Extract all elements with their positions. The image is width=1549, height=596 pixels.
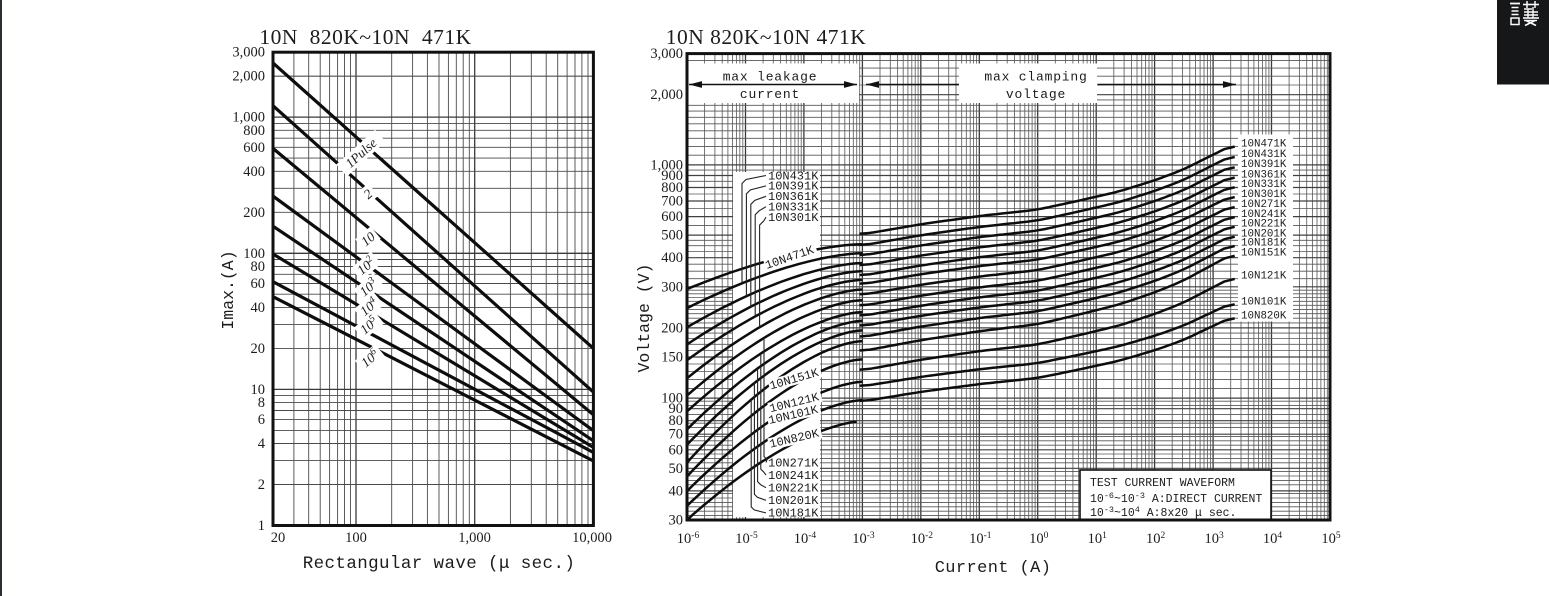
svg-text:10N121K: 10N121K (1241, 271, 1287, 283)
svg-text:10N181K: 10N181K (768, 507, 819, 521)
svg-text:Imax.(A): Imax.(A) (219, 250, 238, 329)
svg-text:10N241K: 10N241K (768, 469, 819, 483)
svg-text:1,000: 1,000 (650, 157, 683, 173)
svg-text:10N331K: 10N331K (1241, 179, 1287, 191)
svg-text:40: 40 (251, 300, 266, 316)
svg-text:10N151K: 10N151K (1241, 247, 1287, 259)
svg-text:TEST CURRENT WAVEFORM: TEST CURRENT WAVEFORM (1090, 477, 1235, 490)
svg-text:10N391K: 10N391K (768, 180, 819, 194)
svg-text:10N201K: 10N201K (1241, 229, 1287, 241)
svg-text:20: 20 (271, 530, 286, 546)
svg-text:10N181K: 10N181K (1241, 238, 1287, 250)
svg-text:200: 200 (243, 205, 265, 221)
svg-text:10N 820K~10N 471K: 10N 820K~10N 471K (666, 25, 867, 49)
svg-text:10N820K: 10N820K (1241, 310, 1287, 322)
svg-text:30: 30 (669, 513, 684, 529)
svg-text:10N331K: 10N331K (768, 201, 819, 215)
svg-text:2: 2 (258, 477, 265, 493)
svg-text:60: 60 (669, 442, 684, 458)
svg-text:600: 600 (661, 209, 683, 225)
svg-text:60: 60 (251, 276, 266, 292)
svg-text:10N221K: 10N221K (768, 482, 819, 496)
svg-text:6: 6 (258, 412, 265, 428)
svg-text:80: 80 (251, 259, 266, 275)
svg-text:2,000: 2,000 (232, 69, 265, 85)
svg-text:300: 300 (661, 279, 683, 295)
svg-text:800: 800 (243, 123, 265, 139)
svg-text:10N271K: 10N271K (768, 456, 819, 470)
svg-text:10-6~10-3 A:DIRECT CURRENT: 10-6~10-3 A:DIRECT CURRENT (1090, 491, 1262, 506)
svg-text:150: 150 (661, 350, 683, 366)
svg-text:400: 400 (661, 250, 683, 266)
svg-text:3,000: 3,000 (650, 46, 683, 62)
svg-text:Rectangular wave (μ sec.): Rectangular wave (μ sec.) (303, 554, 576, 574)
svg-text:90: 90 (669, 401, 684, 417)
svg-text:600: 600 (243, 140, 265, 156)
svg-text:900: 900 (661, 168, 683, 184)
svg-text:10N221K: 10N221K (1241, 219, 1287, 231)
svg-text:Voltage (V): Voltage (V) (635, 264, 654, 373)
svg-text:1,000: 1,000 (232, 110, 265, 126)
svg-text:10N201K: 10N201K (768, 494, 819, 508)
svg-text:1,000: 1,000 (458, 530, 491, 546)
svg-text:800: 800 (661, 180, 683, 196)
svg-text:10N431K: 10N431K (768, 169, 819, 183)
svg-text:700: 700 (661, 194, 683, 210)
svg-text:10N471K: 10N471K (1241, 139, 1287, 151)
svg-text:10N361K: 10N361K (768, 190, 819, 204)
svg-text:200: 200 (661, 320, 683, 336)
svg-text:70: 70 (669, 427, 684, 443)
svg-text:10N271K: 10N271K (1241, 199, 1287, 211)
svg-text:10N301K: 10N301K (1241, 189, 1287, 201)
svg-text:100: 100 (661, 391, 683, 407)
svg-text:10N361K: 10N361K (1241, 170, 1287, 182)
svg-text:10N241K: 10N241K (1241, 209, 1287, 221)
svg-text:100: 100 (345, 530, 367, 546)
svg-text:4: 4 (258, 436, 266, 452)
svg-text:500: 500 (661, 228, 683, 244)
svg-text:Current (A): Current (A) (935, 559, 1052, 578)
svg-text:10N 820K~10N 471K: 10N 820K~10N 471K (259, 25, 471, 49)
svg-text:10N301K: 10N301K (768, 211, 819, 225)
svg-text:max clamping: max clamping (984, 70, 1087, 85)
svg-text:max leakage: max leakage (723, 70, 818, 85)
svg-text:current: current (740, 87, 800, 102)
svg-text:voltage: voltage (1006, 87, 1066, 102)
svg-text:20: 20 (251, 341, 266, 357)
svg-text:10,000: 10,000 (572, 530, 612, 546)
svg-text:3,000: 3,000 (232, 45, 265, 61)
svg-text:40: 40 (669, 483, 684, 499)
svg-text:1: 1 (258, 518, 265, 534)
svg-text:8: 8 (258, 395, 265, 411)
svg-text:10N391K: 10N391K (1241, 159, 1287, 171)
svg-text:10N431K: 10N431K (1241, 149, 1287, 161)
svg-text:100: 100 (243, 246, 265, 262)
svg-text:400: 400 (243, 164, 265, 180)
svg-text:10: 10 (251, 382, 266, 398)
svg-text:10N101K: 10N101K (1241, 296, 1287, 308)
svg-text:2,000: 2,000 (650, 87, 683, 103)
svg-text:10-3~104 A:8x20 μ sec.: 10-3~104 A:8x20 μ sec. (1090, 505, 1236, 520)
svg-text:80: 80 (669, 413, 684, 429)
svg-text:50: 50 (669, 461, 684, 477)
